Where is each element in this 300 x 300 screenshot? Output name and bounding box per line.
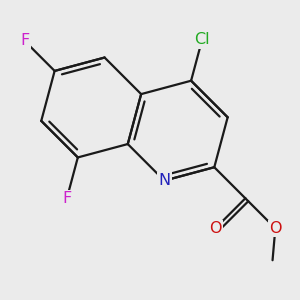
Text: F: F <box>20 33 29 48</box>
Text: Cl: Cl <box>194 32 210 47</box>
Text: F: F <box>62 191 71 206</box>
Text: O: O <box>269 221 282 236</box>
Text: N: N <box>158 173 170 188</box>
Text: O: O <box>209 221 222 236</box>
